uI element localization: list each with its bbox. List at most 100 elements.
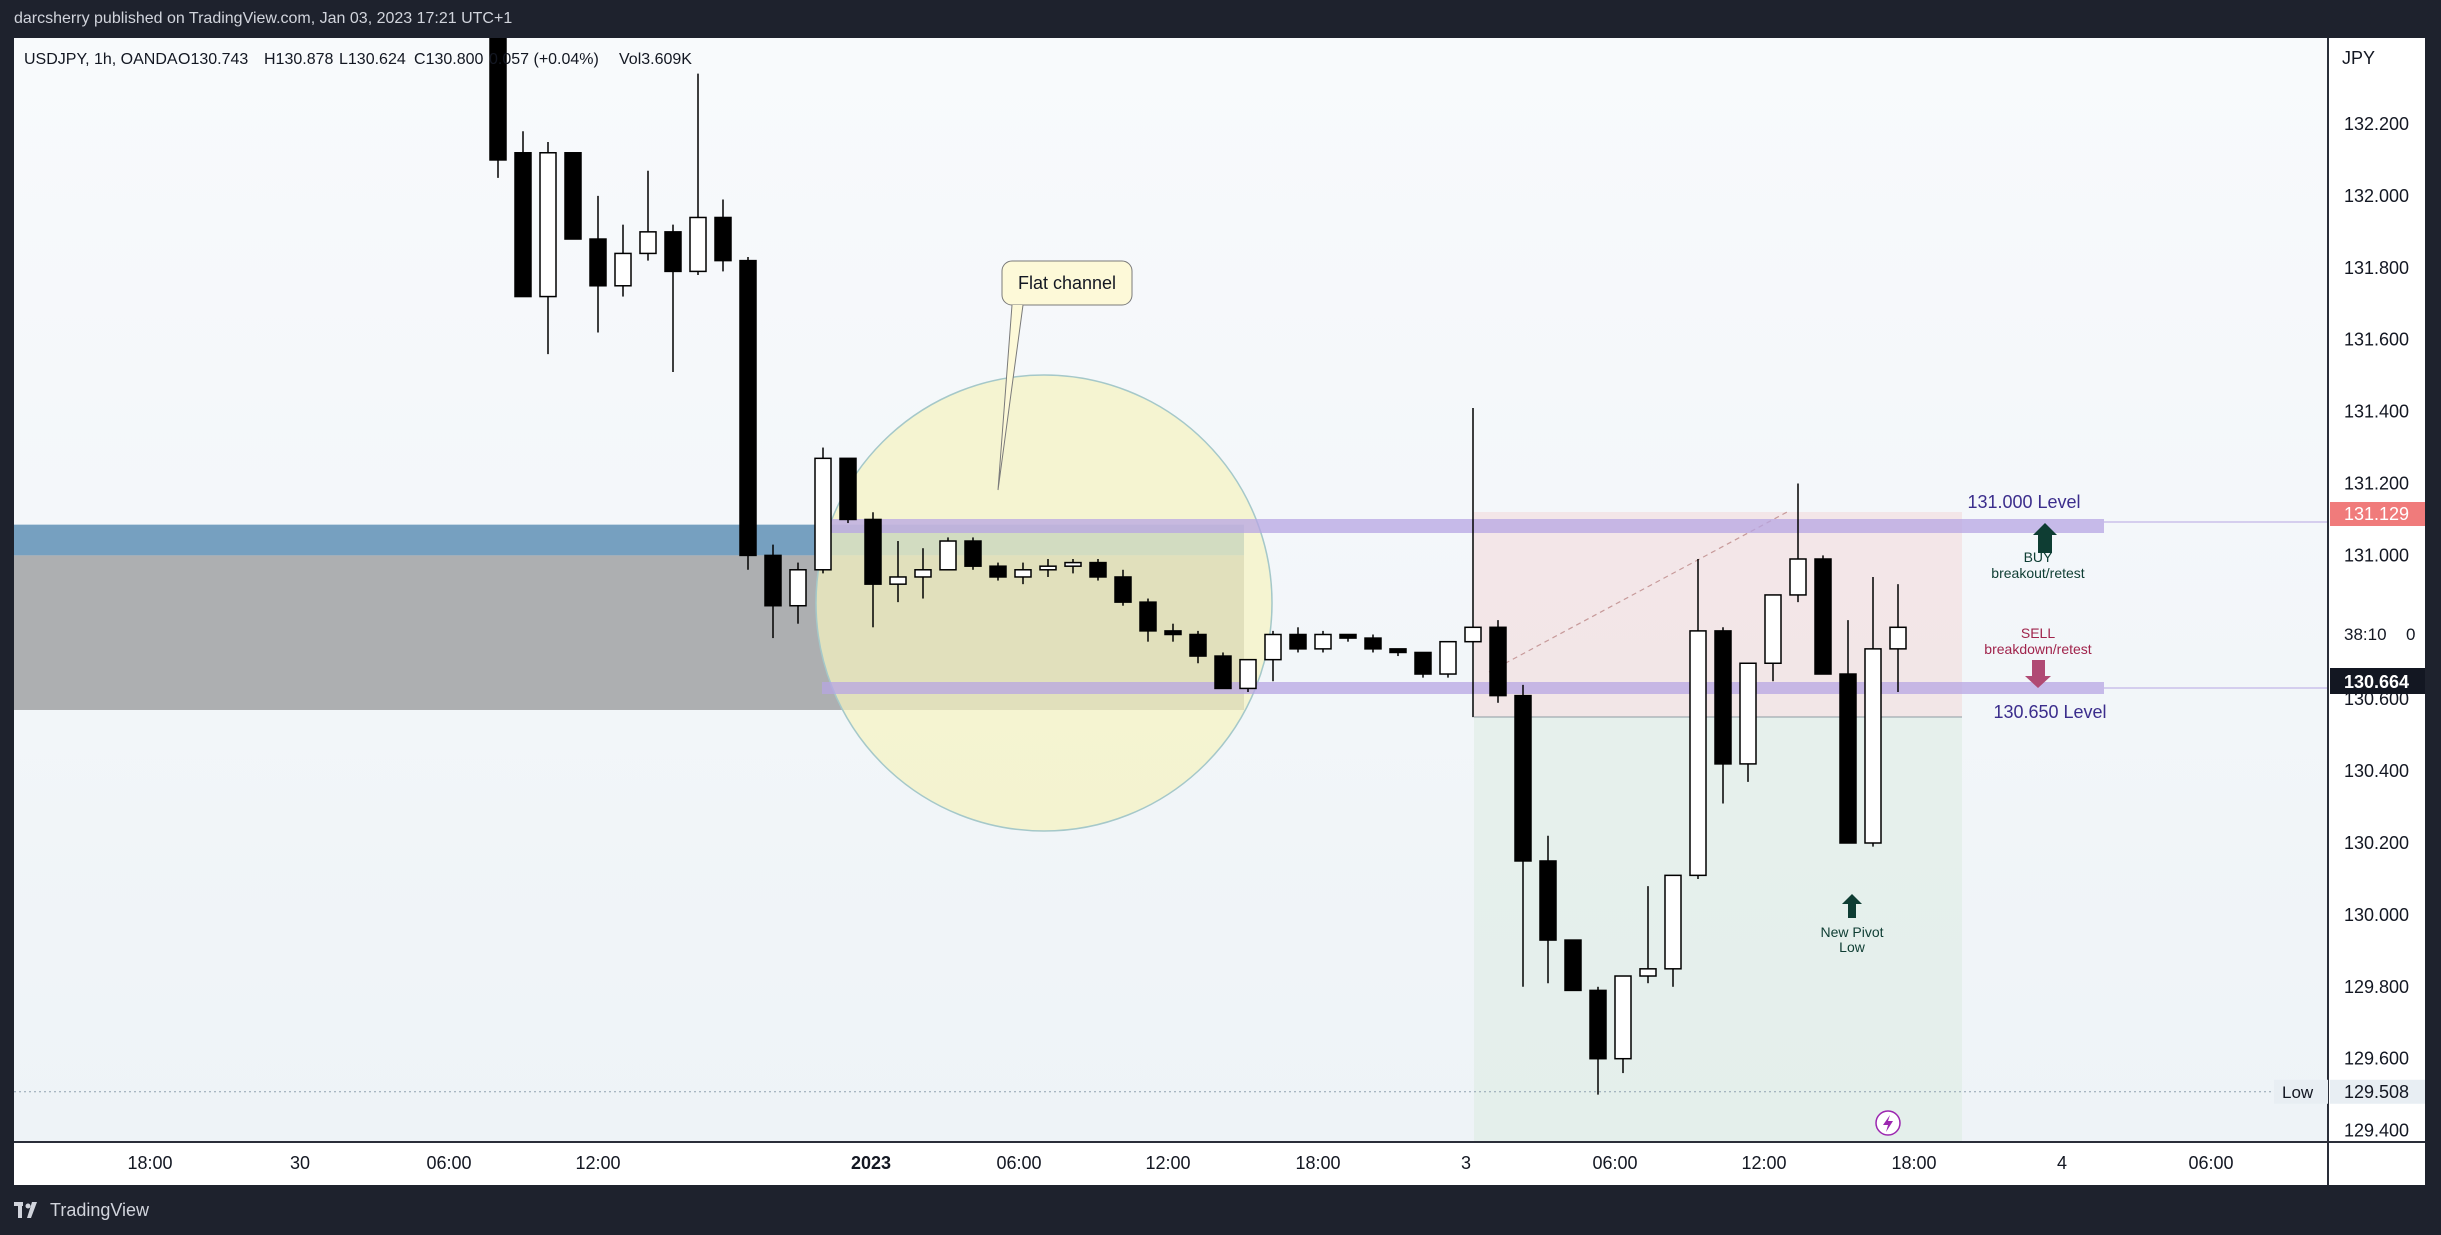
candle-body: [939, 540, 957, 571]
candle-body: [689, 216, 707, 273]
candle-body: [1014, 569, 1032, 578]
candle-body: [664, 231, 682, 273]
candle-body: [1514, 694, 1532, 862]
pivot-arrow-icon: [1842, 894, 1862, 918]
candle-body: [1714, 630, 1732, 765]
x-tick-label: 18:00: [1891, 1153, 1936, 1173]
candle-body: [1339, 633, 1357, 639]
footer-bar: [0, 1185, 2441, 1235]
legend-item: O130.743: [178, 51, 248, 68]
y-tick-label: 130.600: [2344, 689, 2409, 709]
candle-body: [589, 238, 607, 287]
pivot-label: New Pivot: [1820, 924, 1883, 940]
candlestick-chart[interactable]: USDJPY, 1h, OANDA O130.743 H130.878 L130.62…: [14, 38, 2425, 1185]
y-tick-label: 129.800: [2344, 977, 2409, 997]
candle-body: [1189, 633, 1207, 657]
tradingview-logo[interactable]: TradingView: [14, 1197, 149, 1223]
y-tick-label: 130.000: [2344, 905, 2409, 925]
candle-body: [1764, 594, 1782, 665]
x-tick-label: 3: [1461, 1153, 1471, 1173]
candle-body: [839, 457, 857, 521]
countdown-text: 38:10: [2344, 625, 2387, 644]
x-tick-label: 30: [290, 1153, 310, 1173]
legend-item: L130.624: [339, 51, 406, 68]
legend-item: 0.057 (+0.04%): [489, 51, 599, 68]
x-tick-label: 12:00: [575, 1153, 620, 1173]
callout-box: [1001, 260, 1133, 306]
sell-label: SELL: [2021, 625, 2055, 641]
candle-body: [564, 152, 582, 240]
flat-channel-circle: [815, 374, 1273, 832]
y-tick-label: 131.400: [2344, 402, 2409, 422]
level-131000-band: [824, 519, 2104, 533]
buy-label: BUY: [2024, 549, 2053, 565]
candle-body: [1289, 633, 1307, 650]
tradingview-logo-icon: [14, 1202, 44, 1218]
x-tick-label: 2023: [851, 1153, 891, 1173]
x-tick-label: 12:00: [1145, 1153, 1190, 1173]
candle-body: [514, 152, 532, 298]
callout-pointer: [997, 304, 1024, 491]
candle-body: [1264, 633, 1282, 661]
candle-body: [1889, 626, 1907, 650]
candle-body: [764, 554, 782, 607]
current-price-text: 130.664: [2344, 672, 2409, 692]
candle-body: [1239, 658, 1257, 690]
y-tick-label: 130.200: [2344, 833, 2409, 853]
candle-body: [1539, 860, 1557, 941]
x-tick-label: 06:00: [2188, 1153, 2233, 1173]
chart-area[interactable]: USDJPY, 1h, OANDA O130.743 H130.878 L130.62…: [14, 38, 2425, 1185]
candle-body: [1439, 640, 1457, 675]
footer-brand: TradingView: [50, 1199, 150, 1220]
published-text: darcsherry published on TradingView.com,…: [14, 10, 513, 27]
low-label-bg: [2274, 1079, 2328, 1104]
candle-body: [814, 457, 832, 571]
x-tick-label: 06:00: [996, 1153, 1041, 1173]
candle-body: [1689, 630, 1707, 877]
y-tick-label: 130.400: [2344, 761, 2409, 781]
legend-item: C130.800: [414, 51, 483, 68]
pivot-sublabel: Low: [1839, 939, 1866, 955]
candle-body: [889, 576, 907, 585]
level-131000-label: 131.000 Level: [1967, 492, 2080, 512]
x-tick-label: 18:00: [1295, 1153, 1340, 1173]
candle-body: [614, 252, 632, 287]
buy-arrow-icon: [2033, 523, 2057, 553]
y-tick-label: 132.000: [2344, 186, 2409, 206]
level-130650-label: 130.650 Level: [1993, 702, 2106, 722]
candle-body: [1139, 601, 1157, 632]
candle-body: [1064, 561, 1082, 567]
candle-body: [714, 216, 732, 262]
legend-item: H130.878: [264, 51, 333, 68]
candle-body: [1164, 630, 1182, 636]
lightning-glyph: [1883, 1115, 1893, 1132]
candle-body: [1589, 989, 1607, 1060]
x-tick-label: 06:00: [426, 1153, 471, 1173]
candle-body: [1739, 662, 1757, 765]
candle-body: [1414, 651, 1432, 675]
low-price-text: 129.508: [2344, 1082, 2409, 1102]
candle-body: [739, 259, 757, 557]
legend-item: Vol3.609K: [619, 51, 692, 68]
y-tick-label: 131.000: [2344, 545, 2409, 565]
candle-body: [1564, 939, 1582, 992]
candle-body: [914, 569, 932, 578]
x-tick-label: 06:00: [1592, 1153, 1637, 1173]
y-tick-label: 132.200: [2344, 114, 2409, 134]
candle-body: [1614, 975, 1632, 1060]
candle-body: [1814, 558, 1832, 675]
candle-body: [789, 569, 807, 607]
candle-body: [489, 38, 507, 161]
x-tick-label: 18:00: [127, 1153, 172, 1173]
currency-label: JPY: [2342, 48, 2375, 68]
candle-body: [1839, 673, 1857, 844]
candle-body: [1214, 655, 1232, 690]
candle-body: [1389, 648, 1407, 654]
current-price-tag: [2330, 668, 2425, 694]
low-label: Low: [2282, 1083, 2314, 1102]
level-130650-band: [822, 682, 2104, 694]
candle-body: [639, 231, 657, 255]
candle-body: [1639, 968, 1657, 977]
candle-body: [1864, 648, 1882, 844]
level-price-text: 131.129: [2344, 504, 2409, 524]
